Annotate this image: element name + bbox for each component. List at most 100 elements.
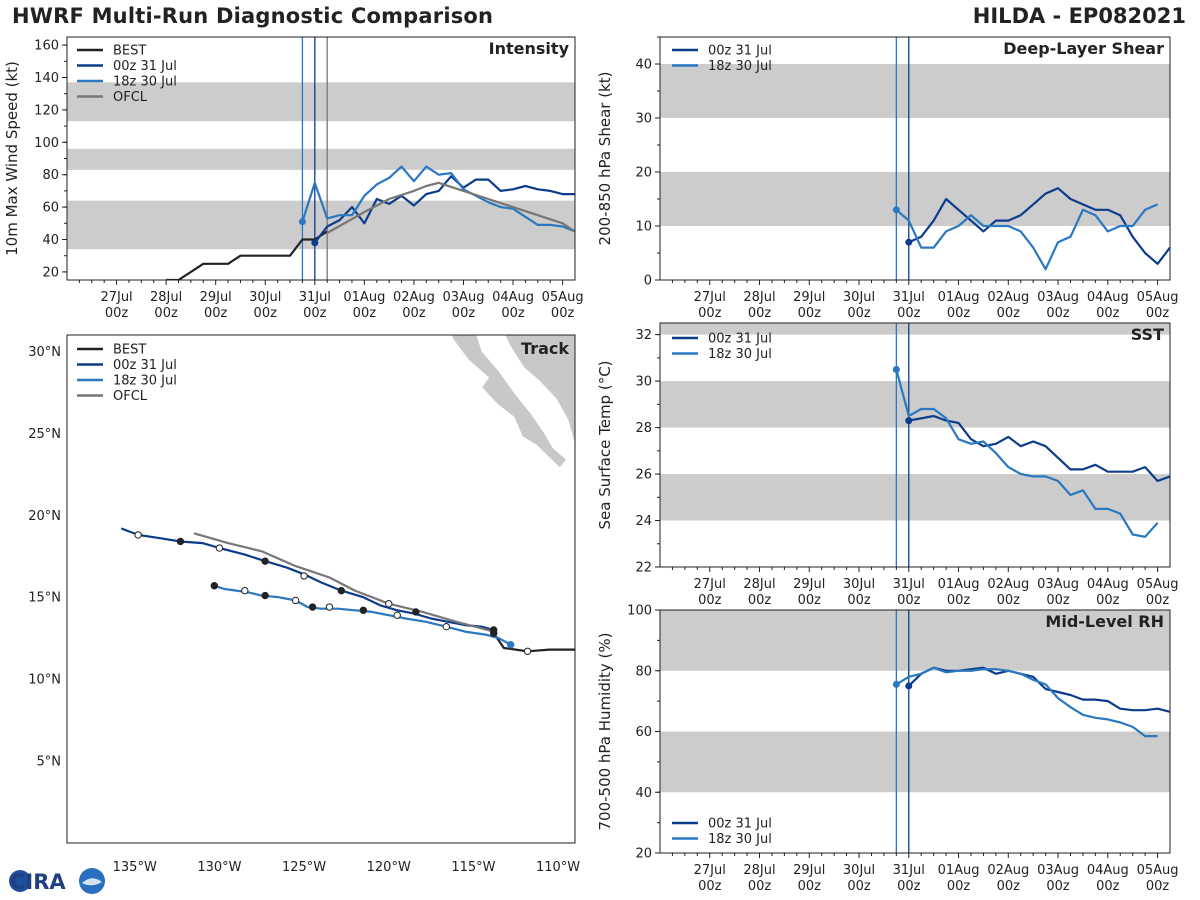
x-tick-label-hour: 00z [947, 306, 971, 321]
y-tick-label: 24 [635, 514, 652, 529]
x-tick-label-date: 03Aug [1037, 577, 1079, 592]
y-axis-label: Sea Surface Temp (°C) [596, 360, 614, 529]
y-axis-label: 200-850 hPa Shear (kt) [596, 72, 614, 246]
land-baja-california [450, 335, 567, 469]
land-mexico-mainland [504, 335, 575, 445]
x-tick-label-hour: 00z [798, 593, 822, 608]
legend-label-run00: 00z 31 Jul [708, 817, 772, 832]
panel-title: Mid-Level RH [1045, 612, 1164, 631]
x-tick-label-hour: 00z [1046, 593, 1070, 608]
series-line-run18 [895, 666, 1158, 738]
lat-tick-label: 10°N [28, 673, 61, 688]
track-marker [359, 606, 368, 615]
plot-area [660, 610, 1170, 853]
y-tick-label: 120 [34, 103, 59, 118]
threshold-band [67, 200, 575, 250]
x-tick-label-hour: 00z [105, 306, 129, 321]
y-tick-label: 100 [627, 604, 652, 619]
threshold-band [660, 474, 1170, 521]
series-line-run18 [895, 203, 1159, 271]
x-tick-label-hour: 00z [1096, 879, 1120, 894]
x-tick-label-date: 01Aug [343, 290, 385, 305]
track-marker [412, 608, 420, 616]
track-marker [490, 626, 498, 634]
lon-tick-label: 110°W [536, 860, 580, 875]
x-tick-label-date: 02Aug [987, 577, 1029, 592]
panel-title: SST [1131, 325, 1164, 344]
track-marker [300, 572, 308, 580]
x-tick-label-hour: 00z [897, 306, 921, 321]
lat-tick-label: 25°N [28, 427, 61, 442]
y-tick-label: 28 [635, 421, 652, 436]
y-tick-label: 60 [42, 201, 59, 216]
x-tick-label-date: 29Jul [793, 863, 825, 878]
plot-area [660, 323, 1170, 567]
y-tick-label: 140 [34, 71, 59, 86]
y-tick-label: 40 [635, 58, 652, 73]
x-tick-label-date: 30Jul [249, 290, 281, 305]
series-line-run18 [895, 369, 1159, 538]
x-tick-label-hour: 00z [154, 306, 178, 321]
x-tick-label-date: 27Jul [694, 863, 726, 878]
x-tick-label-hour: 00z [1096, 306, 1120, 321]
x-tick-label-date: 03Aug [1037, 863, 1079, 878]
threshold-band [660, 64, 1170, 118]
lon-tick-label: 125°W [282, 860, 326, 875]
y-axis-label: 700-500 hPa Humidity (%) [596, 632, 614, 830]
cira-logo: CIRA [9, 868, 105, 894]
lat-tick-label: 15°N [28, 591, 61, 606]
x-tick-label-hour: 00z [798, 306, 822, 321]
x-tick-label-date: 30Jul [843, 577, 875, 592]
x-tick-label-hour: 00z [254, 306, 278, 321]
logo-text: CIRA [10, 870, 66, 894]
x-tick-label-date: 01Aug [938, 577, 980, 592]
x-tick-label-date: 04Aug [1087, 290, 1129, 305]
legend-label-run00: 00z 31 Jul [113, 358, 177, 373]
series-line-ofcl [326, 181, 575, 234]
legend-label-run00: 00z 31 Jul [708, 44, 772, 59]
x-tick-label-hour: 00z [698, 306, 722, 321]
track-marker [442, 622, 451, 631]
x-tick-label-date: 29Jul [793, 577, 825, 592]
x-tick-label-date: 28Jul [743, 863, 775, 878]
x-tick-label-date: 04Aug [1087, 577, 1129, 592]
panel-intensity: 2040608010012014016027Jul00z28Jul00z29Ju… [3, 36, 584, 321]
series-start-marker-run00 [905, 417, 913, 425]
legend-label-run00: 00z 31 Jul [708, 332, 772, 347]
lat-tick-label: 5°N [37, 755, 62, 770]
x-tick-label-date: 31Jul [893, 577, 925, 592]
x-tick-label-date: 04Aug [1087, 863, 1129, 878]
x-tick-label-date: 30Jul [843, 290, 875, 305]
track-marker [385, 600, 393, 608]
track-marker [506, 641, 515, 649]
y-axis-label: 10m Max Wind Speed (kt) [3, 61, 21, 256]
y-tick-label: 10 [635, 220, 652, 235]
x-tick-label-hour: 00z [748, 879, 772, 894]
x-tick-label-hour: 00z [698, 879, 722, 894]
x-tick-label-hour: 00z [748, 306, 772, 321]
series-start-marker-run00 [905, 682, 913, 690]
panel-mid-level-rh: 2040608010027Jul00z28Jul00z29Jul00z30Jul… [596, 604, 1179, 895]
x-tick-label-hour: 00z [947, 879, 971, 894]
x-tick-label-hour: 00z [897, 593, 921, 608]
threshold-band [67, 148, 575, 170]
x-tick-label-date: 28Jul [743, 290, 775, 305]
track-marker [337, 586, 346, 595]
x-tick-label-hour: 00z [353, 306, 377, 321]
series-start-marker-run18 [892, 680, 900, 688]
x-tick-label-date: 31Jul [893, 863, 925, 878]
y-tick-label: 60 [635, 725, 652, 740]
plot-area [67, 37, 575, 280]
y-tick-label: 20 [635, 847, 652, 862]
x-tick-label-hour: 00z [847, 306, 871, 321]
x-tick-label-date: 02Aug [393, 290, 435, 305]
x-tick-label-hour: 00z [947, 593, 971, 608]
track-marker [261, 591, 269, 600]
series-line-best [166, 230, 328, 280]
x-tick-label-hour: 00z [748, 593, 772, 608]
x-tick-label-hour: 00z [501, 306, 525, 321]
